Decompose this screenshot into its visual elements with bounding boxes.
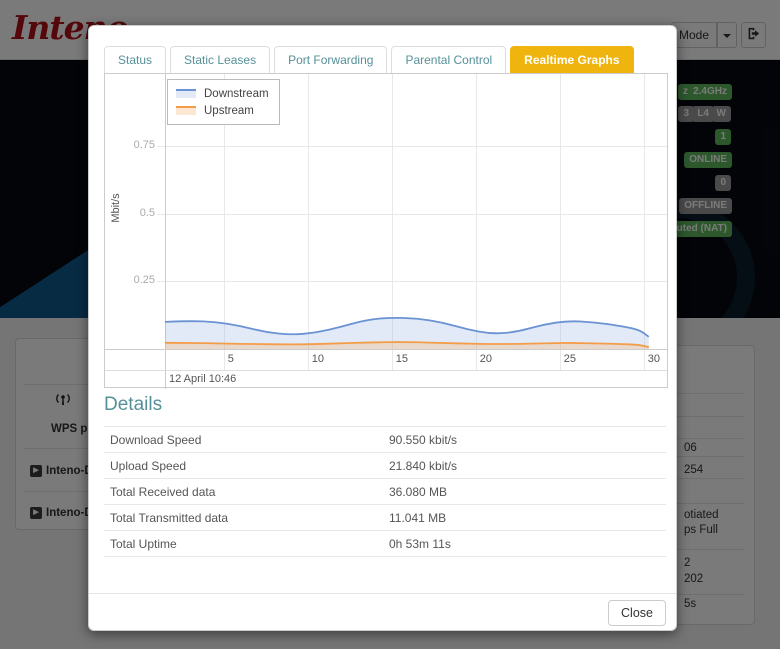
chart-x-tick-label: 20 (479, 353, 493, 365)
legend-label: Upstream (204, 104, 254, 117)
chart-x-axis-line (105, 349, 667, 350)
detail-value: 36.080 MB (389, 484, 448, 499)
chart-gridline-vertical (307, 74, 309, 370)
upstream-swatch (176, 106, 196, 115)
tab-realtime-graphs[interactable]: Realtime Graphs (510, 46, 634, 76)
modal-footer: Close (89, 593, 676, 630)
detail-label: Total Received data (110, 484, 216, 499)
chart-gridline-vertical (391, 74, 393, 370)
detail-row: Total Transmitted data 11.041 MB (104, 505, 666, 531)
chart-date-label: 12 April 10:46 (169, 373, 237, 385)
chart-gridline-vertical (559, 74, 561, 370)
legend-label: Downstream (204, 87, 269, 100)
detail-label: Total Uptime (110, 536, 177, 551)
tab-static-leases[interactable]: Static Leases (170, 46, 271, 76)
tab-parental-control[interactable]: Parental Control (391, 46, 507, 76)
chart-gridline-vertical (223, 74, 225, 370)
detail-row: Total Received data 36.080 MB (104, 479, 666, 505)
chart-gridline-vertical (475, 74, 477, 370)
chart-y-axis-line (165, 74, 166, 389)
realtime-graph-chart: 5 10 15 20 25 30 0.25 0.5 0.75 Mbit/s Downstream… (104, 73, 668, 389)
chart-y-axis-label: Mbit/s (110, 193, 122, 223)
chart-x-tick-label: 25 (563, 353, 577, 365)
detail-label: Download Speed (110, 432, 202, 447)
chart-y-tick-label: 0.5 (139, 206, 155, 219)
chart-series-svg (164, 316, 650, 349)
chart-gridline-horizontal (157, 213, 667, 215)
series-line-upstream (164, 341, 650, 348)
detail-row: Total Uptime 0h 53m 11s (104, 531, 666, 557)
tab-port-forwarding[interactable]: Port Forwarding (274, 46, 388, 76)
detail-row: Download Speed 90.550 kbit/s (104, 427, 666, 453)
legend-item-upstream: Upstream (176, 102, 269, 119)
chart-x-tick-label: 5 (227, 353, 234, 365)
realtime-graphs-modal: Status Static Leases Port Forwarding Par… (88, 25, 677, 631)
detail-label: Upload Speed (110, 458, 187, 473)
chart-gridline-horizontal (157, 145, 667, 147)
chart-grid: 5 10 15 20 25 30 0.25 0.5 0.75 (105, 74, 667, 387)
chart-x-tick-label: 10 (311, 353, 325, 365)
close-button[interactable]: Close (608, 600, 666, 626)
divider (104, 426, 666, 427)
detail-row: Upload Speed 21.840 kbit/s (104, 453, 666, 479)
downstream-swatch (176, 89, 196, 98)
detail-value: 11.041 MB (389, 510, 447, 525)
series-line-downstream (164, 316, 650, 338)
detail-value: 21.840 kbit/s (389, 458, 458, 473)
tab-status[interactable]: Status (104, 46, 167, 76)
detail-value: 0h 53m 11s (389, 536, 451, 551)
chart-gridline-horizontal (157, 281, 667, 283)
detail-label: Total Transmitted data (110, 510, 229, 525)
chart-x-tick-label: 30 (647, 353, 661, 365)
chart-y-tick-label: 0.25 (133, 274, 155, 287)
chart-gridline-vertical (643, 74, 645, 370)
legend-item-downstream: Downstream (176, 85, 269, 102)
series-area-downstream (165, 317, 649, 349)
chart-legend: Downstream Upstream (167, 79, 280, 125)
chart-y-tick-label: 0.75 (133, 138, 155, 151)
details-heading: Details (104, 394, 163, 415)
details-table: Download Speed 90.550 kbit/s Upload Spee… (104, 427, 666, 557)
chart-footer-divider (105, 370, 667, 371)
detail-value: 90.550 kbit/s (389, 432, 458, 447)
tab-bar: Status Static Leases Port Forwarding Par… (104, 46, 634, 76)
chart-x-tick-label: 15 (395, 353, 409, 365)
